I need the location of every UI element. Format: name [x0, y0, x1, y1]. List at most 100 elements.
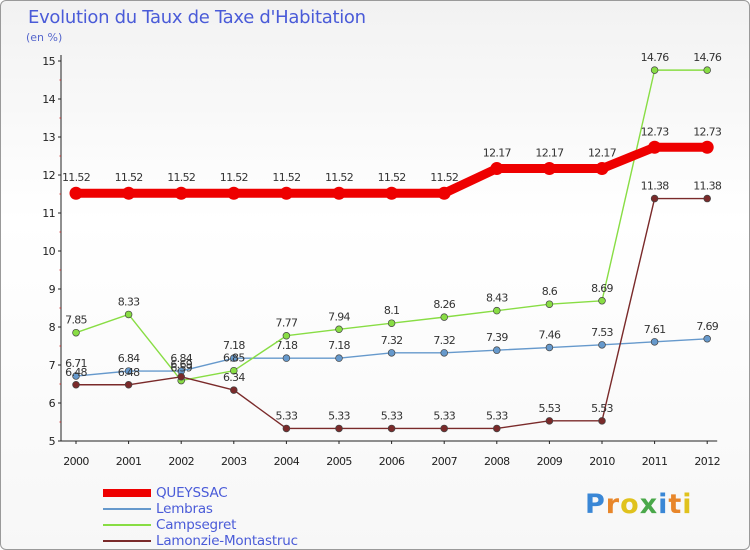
series-lembras: 6.71 6.84 6.84 7.18 7.18 7.18 7.32 7.32 7.39 7.46… [65, 320, 719, 380]
x-tick-label: 2000 [63, 455, 89, 468]
logo-letter: i [658, 489, 669, 520]
data-point [335, 424, 343, 433]
data-point [69, 186, 83, 200]
data-point [335, 354, 343, 362]
data-label: 12.17 [588, 147, 617, 160]
data-point [545, 417, 554, 425]
data-point [279, 186, 293, 200]
data-point [387, 349, 396, 357]
data-point [703, 194, 711, 203]
data-point [598, 417, 606, 425]
x-tick-label: 2003 [221, 455, 247, 468]
legend-label: Lembras [156, 501, 213, 517]
data-label: 6.59 [170, 362, 192, 375]
y-tick-label: 5 [49, 435, 56, 448]
data-label: 7.69 [696, 320, 718, 333]
y-tick-label: 9 [49, 283, 56, 296]
data-label: 12.17 [535, 147, 564, 160]
data-label: 7.94 [328, 310, 350, 323]
legend-swatch [103, 489, 151, 497]
x-tick-label: 2008 [484, 455, 510, 468]
data-point [650, 338, 659, 346]
data-point [493, 306, 501, 315]
x-tick-label: 2006 [379, 455, 405, 468]
x-tick-label: 2001 [116, 455, 142, 468]
data-point [124, 310, 133, 319]
data-label: 7.46 [539, 329, 561, 342]
data-label: 11.52 [430, 171, 458, 184]
data-point [440, 424, 448, 433]
data-point [598, 297, 606, 305]
data-point [545, 343, 554, 352]
logo-letter: t [668, 489, 683, 520]
data-label: 12.73 [641, 125, 670, 138]
data-label: 11.52 [167, 171, 195, 184]
data-label: 11.52 [115, 171, 143, 184]
data-point [72, 372, 80, 380]
data-point [332, 186, 346, 200]
data-point [72, 381, 80, 389]
chart-title: Evolution du Taux de Taxe d'Habitation [28, 7, 366, 28]
data-label: 14.76 [641, 51, 670, 64]
legend-item: Lembras [103, 501, 298, 517]
data-label: 7.85 [65, 314, 87, 327]
data-point [385, 186, 399, 200]
data-point [703, 335, 711, 343]
data-label: 7.39 [486, 331, 508, 344]
data-label: 6.84 [118, 352, 140, 365]
legend-item: Campsegret [103, 517, 298, 533]
data-label: 7.53 [591, 326, 613, 339]
data-label: 11.52 [272, 171, 300, 184]
legend-swatch [103, 508, 151, 510]
data-point [387, 424, 396, 433]
data-point [545, 300, 554, 308]
data-label: 12.73 [693, 125, 722, 138]
data-label: 6.85 [223, 352, 245, 365]
legend-item: Lamonzie-Montastruc [103, 533, 298, 549]
data-point [177, 373, 185, 381]
data-label: 8.6 [542, 285, 558, 298]
data-label: 12.17 [483, 147, 512, 160]
data-point [700, 140, 714, 154]
data-label: 5.53 [591, 402, 613, 415]
legend-swatch [103, 540, 151, 542]
data-label: 7.32 [433, 334, 455, 347]
chart-subtitle: (en %) [26, 31, 63, 44]
y-tick-label: 8 [49, 321, 56, 334]
data-point [122, 186, 136, 200]
data-label: 11.52 [325, 171, 353, 184]
data-point [227, 186, 241, 200]
data-label: 6.84 [170, 352, 192, 365]
data-label: 5.33 [486, 409, 508, 422]
logo-letter: x [639, 489, 659, 520]
data-label: 8.1 [384, 304, 399, 317]
data-point [542, 162, 556, 176]
data-point [335, 325, 343, 334]
x-tick-label: 2009 [537, 455, 563, 468]
data-point [648, 140, 662, 154]
data-point [598, 341, 606, 349]
data-label: 8.26 [433, 298, 455, 311]
y-tick-label: 14 [42, 93, 55, 106]
x-tick-label: 2012 [694, 455, 720, 468]
data-point [440, 313, 448, 321]
data-point [72, 328, 80, 337]
data-label: 11.38 [693, 180, 722, 193]
x-tick-label: 2011 [642, 455, 668, 468]
data-label: 11.52 [378, 171, 406, 184]
data-label: 5.33 [328, 409, 350, 422]
data-point [174, 186, 188, 200]
data-point [595, 162, 609, 176]
data-point [493, 424, 501, 433]
legend-label: Lamonzie-Montastruc [156, 533, 298, 549]
data-label: 6.48 [65, 366, 87, 379]
data-label: 5.33 [433, 409, 455, 422]
series-queyssac: 11.52 11.52 11.52 11.52 11.52 11.52 11.52 11.52… [62, 125, 723, 200]
data-label: 7.18 [328, 339, 350, 352]
legend-label: Campsegret [156, 517, 237, 533]
data-label: 5.33 [276, 409, 298, 422]
data-label: 5.53 [539, 402, 561, 415]
logo-letter: o [620, 489, 640, 520]
y-tick-label: 11 [42, 207, 55, 220]
data-point [387, 319, 396, 327]
